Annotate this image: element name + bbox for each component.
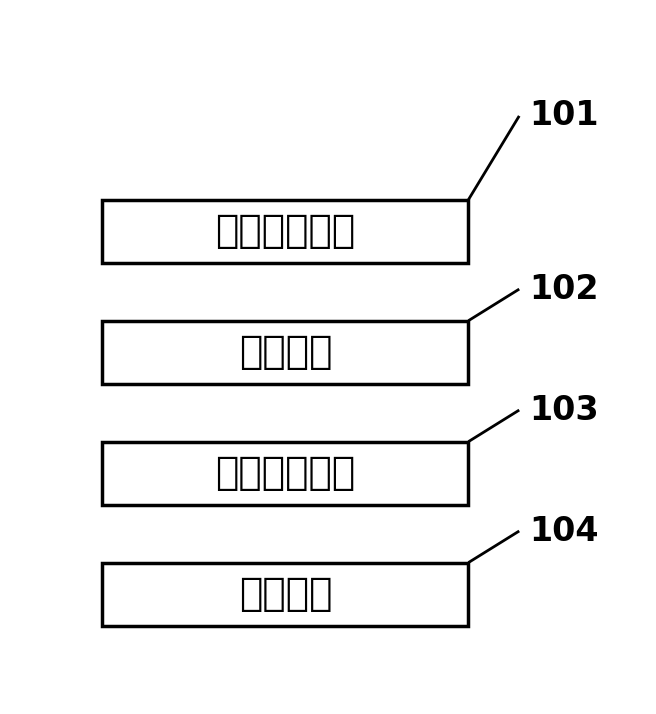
Text: 索氏抽提: 索氏抽提 <box>239 333 332 371</box>
Text: 104: 104 <box>529 515 599 548</box>
FancyBboxPatch shape <box>102 563 468 626</box>
Text: 样品研磨烘干: 样品研磨烘干 <box>215 212 356 251</box>
Text: 过硫酸钠氧化: 过硫酸钠氧化 <box>215 454 356 492</box>
FancyBboxPatch shape <box>102 321 468 384</box>
Text: 102: 102 <box>529 273 599 306</box>
Text: 101: 101 <box>529 99 599 132</box>
FancyBboxPatch shape <box>102 442 468 505</box>
FancyBboxPatch shape <box>102 200 468 263</box>
Text: 含量计算: 含量计算 <box>239 575 332 613</box>
Text: 103: 103 <box>529 393 599 426</box>
